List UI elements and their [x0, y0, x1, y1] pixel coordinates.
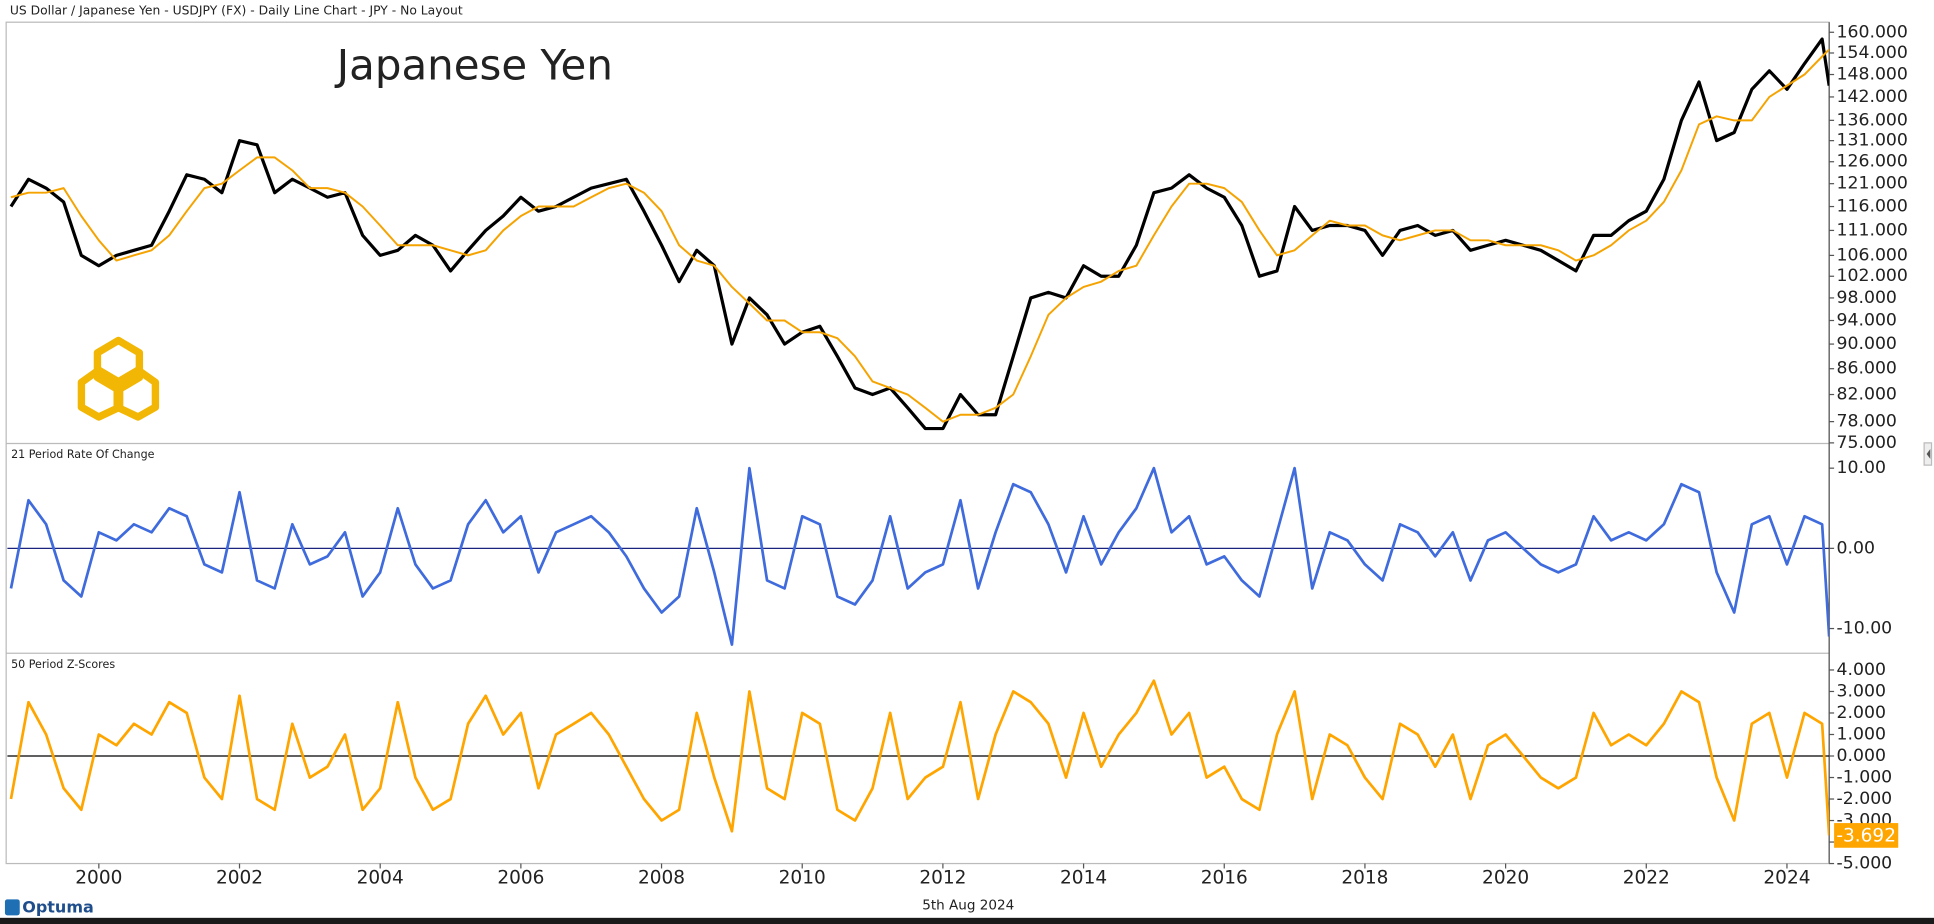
y-tick-label: 78.000	[1837, 412, 1897, 432]
x-tick-label: 2004	[357, 867, 404, 888]
y-tick-label: 10.00	[1837, 458, 1886, 478]
x-tick-label: 2002	[216, 867, 263, 888]
y-tick-label: -5.000	[1837, 854, 1893, 874]
x-tick-label: 2012	[919, 867, 966, 888]
panel-title: 50 Period Z-Scores	[11, 658, 115, 671]
y-tick-label: 126.000	[1837, 152, 1908, 172]
y-tick-label: 116.000	[1837, 197, 1908, 217]
y-tick-label: 3.000	[1837, 681, 1886, 701]
y-tick-label: -2.000	[1837, 789, 1893, 809]
y-tick-label: 4.000	[1837, 660, 1886, 680]
chart-title: Japanese Yen	[334, 40, 613, 89]
brand: Optuma	[22, 897, 94, 916]
x-tick-label: 2016	[1201, 867, 1248, 888]
series-line	[9, 679, 1830, 836]
y-tick-label: 75.000	[1837, 433, 1897, 453]
y-tick-label: 94.000	[1837, 311, 1897, 331]
y-tick-label: 142.000	[1837, 87, 1908, 107]
panel-title: 21 Period Rate Of Change	[11, 448, 155, 461]
y-tick-label: 111.000	[1837, 220, 1908, 240]
series-line	[10, 48, 1830, 423]
x-tick-label: 2022	[1623, 867, 1670, 888]
y-tick-label: 102.000	[1837, 266, 1908, 286]
x-tick-label: 2014	[1060, 867, 1107, 888]
x-tick-label: 2006	[497, 867, 544, 888]
y-tick-label: -1.000	[1837, 768, 1893, 788]
y-tick-label: 1.000	[1837, 724, 1886, 744]
y-tick-label: 131.000	[1837, 131, 1908, 151]
series-line	[9, 37, 1830, 431]
y-tick-label: 0.000	[1837, 746, 1886, 766]
side-tab-arrow	[1926, 449, 1931, 459]
x-tick-label: 2008	[638, 867, 685, 888]
y-tick-label: -10.00	[1837, 619, 1893, 639]
x-tick-label: 2018	[1341, 867, 1388, 888]
last-value-label: -3.692	[1836, 826, 1896, 847]
y-tick-label: 2.000	[1837, 703, 1886, 723]
x-tick-label: 2024	[1763, 867, 1810, 888]
y-tick-label: 90.000	[1837, 334, 1897, 354]
y-tick-label: 86.000	[1837, 359, 1897, 379]
y-tick-label: 82.000	[1837, 385, 1897, 405]
brand-icon	[4, 899, 20, 916]
y-tick-label: 106.000	[1837, 245, 1908, 265]
bottom-bar	[0, 917, 1934, 924]
y-tick-label: 160.000	[1837, 22, 1908, 42]
x-tick-label: 2020	[1482, 867, 1529, 888]
logo-mark	[77, 336, 160, 421]
last-value-box	[1834, 823, 1899, 848]
y-tick-label: 148.000	[1837, 65, 1908, 85]
footer-date: 5th Aug 2024	[922, 897, 1014, 913]
y-tick-label: 98.000	[1837, 288, 1897, 308]
x-tick-label: 2010	[779, 867, 826, 888]
y-tick-label: 136.000	[1837, 110, 1908, 130]
y-tick-label: 121.000	[1837, 174, 1908, 194]
y-tick-label: 0.00	[1837, 538, 1875, 558]
header: US Dollar / Japanese Yen - USDJPY (FX) -…	[10, 4, 463, 18]
x-tick-label: 2000	[75, 867, 122, 888]
series-line	[9, 466, 1830, 646]
y-tick-label: 154.000	[1837, 43, 1908, 63]
